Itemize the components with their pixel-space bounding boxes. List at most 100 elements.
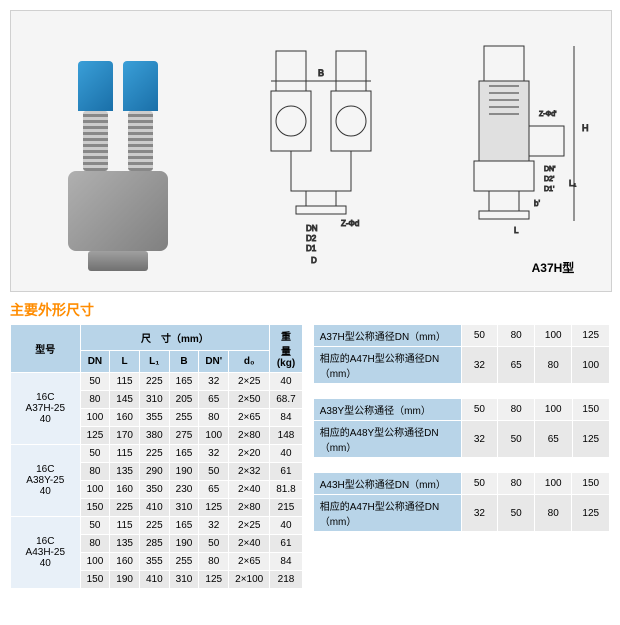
value-cell: 80 [535, 347, 572, 384]
data-cell: 2×80 [229, 427, 270, 445]
data-cell: 190 [169, 463, 199, 481]
data-cell: 150 [80, 499, 110, 517]
label-cell: A38Y型公称通径（mm） [313, 399, 461, 421]
value-cell: 80 [498, 325, 535, 347]
data-cell: 40 [270, 517, 302, 535]
svg-text:D: D [311, 256, 317, 265]
side-diagram: H L₁ DN' D2' D1' Z-Φd' b' L A37H型 [434, 31, 594, 271]
data-cell: 355 [139, 553, 169, 571]
value-cell: 125 [572, 421, 610, 458]
table-row: 16CA38Y-254050115225165322×2040 [11, 445, 303, 463]
data-cell: 310 [169, 499, 199, 517]
col-d0: d₀ [229, 351, 270, 373]
data-cell: 275 [169, 427, 199, 445]
data-cell: 410 [139, 499, 169, 517]
svg-text:DN: DN [306, 224, 318, 233]
col-l1: L₁ [139, 351, 169, 373]
data-cell: 2×25 [229, 517, 270, 535]
col-model: 型号 [11, 325, 81, 373]
data-cell: 50 [80, 517, 110, 535]
mapping-table: A37H型公称通径DN（mm）5080100125相应的A47H型公称通径DN（… [313, 324, 610, 384]
data-cell: 32 [199, 373, 229, 391]
data-cell: 2×40 [229, 535, 270, 553]
data-cell: 225 [139, 373, 169, 391]
table-row: 相应的A47H型公称通径DN（mm）326580100 [313, 347, 609, 384]
data-cell: 84 [270, 553, 302, 571]
svg-text:D1': D1' [544, 186, 554, 193]
data-cell: 160 [110, 409, 140, 427]
data-cell: 32 [199, 445, 229, 463]
data-cell: 160 [110, 481, 140, 499]
data-cell: 84 [270, 409, 302, 427]
data-cell: 115 [110, 373, 140, 391]
data-cell: 68.7 [270, 391, 302, 409]
data-cell: 65 [199, 481, 229, 499]
data-cell: 410 [139, 571, 169, 589]
value-cell: 100 [535, 473, 572, 495]
value-cell: 80 [498, 399, 535, 421]
value-cell: 50 [498, 495, 535, 532]
data-cell: 50 [80, 445, 110, 463]
data-cell: 80 [199, 409, 229, 427]
data-cell: 50 [80, 373, 110, 391]
col-b: B [169, 351, 199, 373]
value-cell: 80 [498, 473, 535, 495]
mapping-table: A43H型公称通径DN（mm）5080100150相应的A47H型公称通径DN（… [313, 472, 610, 532]
data-cell: 115 [110, 517, 140, 535]
data-cell: 380 [139, 427, 169, 445]
data-cell: 135 [110, 535, 140, 553]
data-cell: 225 [139, 445, 169, 463]
value-cell: 100 [535, 325, 572, 347]
svg-text:D2: D2 [306, 234, 317, 243]
data-cell: 65 [199, 391, 229, 409]
value-cell: 32 [461, 347, 498, 384]
data-cell: 2×50 [229, 391, 270, 409]
data-cell: 2×100 [229, 571, 270, 589]
table-row: A38Y型公称通径（mm）5080100150 [313, 399, 609, 421]
table-row: 相应的A47H型公称通径DN（mm）325080125 [313, 495, 609, 532]
table-row: 相应的A48Y型公称通径DN（mm）325065125 [313, 421, 609, 458]
value-cell: 125 [572, 325, 610, 347]
data-cell: 2×80 [229, 499, 270, 517]
value-cell: 80 [535, 495, 572, 532]
data-cell: 80 [80, 535, 110, 553]
data-cell: 125 [80, 427, 110, 445]
data-cell: 255 [169, 409, 199, 427]
value-cell: 150 [572, 399, 610, 421]
mapping-table: A38Y型公称通径（mm）5080100150相应的A48Y型公称通径DN（mm… [313, 398, 610, 458]
diagram-label: A37H型 [532, 259, 575, 276]
front-diagram: B DN D2 D1 D Z-Φd [241, 31, 401, 271]
data-cell: 2×32 [229, 463, 270, 481]
data-cell: 32 [199, 517, 229, 535]
data-cell: 170 [110, 427, 140, 445]
value-cell: 150 [572, 473, 610, 495]
data-cell: 61 [270, 463, 302, 481]
table-row: A37H型公称通径DN（mm）5080100125 [313, 325, 609, 347]
svg-text:Z-Φd: Z-Φd [341, 219, 359, 228]
data-cell: 165 [169, 445, 199, 463]
value-cell: 32 [461, 421, 498, 458]
value-cell: 100 [572, 347, 610, 384]
data-cell: 40 [270, 373, 302, 391]
model-cell: 16CA43H-2540 [11, 517, 81, 589]
data-cell: 355 [139, 409, 169, 427]
data-cell: 160 [110, 553, 140, 571]
table-row: A43H型公称通径DN（mm）5080100150 [313, 473, 609, 495]
data-cell: 255 [169, 553, 199, 571]
data-cell: 225 [139, 517, 169, 535]
data-cell: 80 [80, 463, 110, 481]
table-row: 16CA37H-254050115225165322×2540 [11, 373, 303, 391]
data-cell: 350 [139, 481, 169, 499]
table-header: 型号 尺 寸（mm） 重量(kg) DN L L₁ B DN' d₀ [11, 325, 303, 373]
svg-text:DN': DN' [544, 166, 555, 173]
col-group-dim: 尺 寸（mm） [80, 325, 270, 351]
data-cell: 61 [270, 535, 302, 553]
data-cell: 135 [110, 463, 140, 481]
data-cell: 2×65 [229, 553, 270, 571]
data-cell: 2×65 [229, 409, 270, 427]
value-cell: 100 [535, 399, 572, 421]
data-cell: 205 [169, 391, 199, 409]
data-cell: 50 [199, 463, 229, 481]
data-cell: 310 [169, 571, 199, 589]
svg-text:H: H [582, 123, 589, 133]
